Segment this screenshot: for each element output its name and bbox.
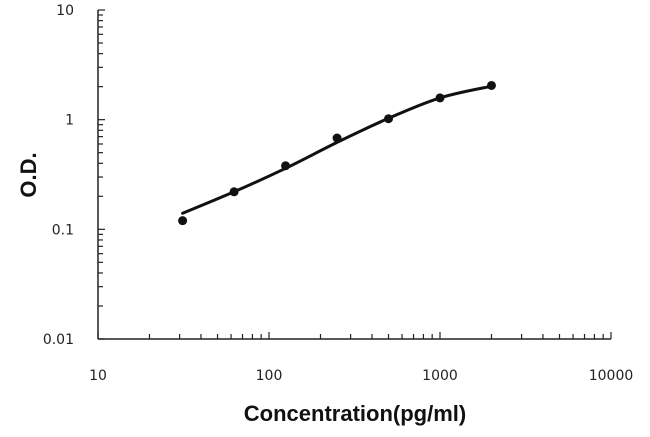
x-axis-title: Concentration(pg/ml) [244,401,466,426]
y-tick-label: 0.01 [43,332,74,348]
data-points [178,80,496,226]
x-tick-label: 10000 [589,368,634,384]
axes [97,10,611,340]
data-point [486,80,496,90]
x-tick-label: 100 [256,368,283,384]
data-point [435,93,445,103]
data-point [229,187,239,197]
x-tick-label: 10 [89,368,107,384]
y-axis-title: O.D. [16,152,41,197]
y-tick-label: 0.1 [52,222,74,238]
data-point [332,133,342,143]
tick-labels: 10 100 1000 10000 0.01 0.1 1 10 [43,3,633,384]
fit-curve [181,84,493,215]
axis-ticks [97,9,612,340]
y-tick-label: 10 [56,3,74,19]
y-tick-label: 1 [65,113,74,129]
data-point [281,161,291,171]
data-point [384,114,394,124]
x-tick-label: 1000 [422,368,458,384]
data-point [178,216,188,226]
